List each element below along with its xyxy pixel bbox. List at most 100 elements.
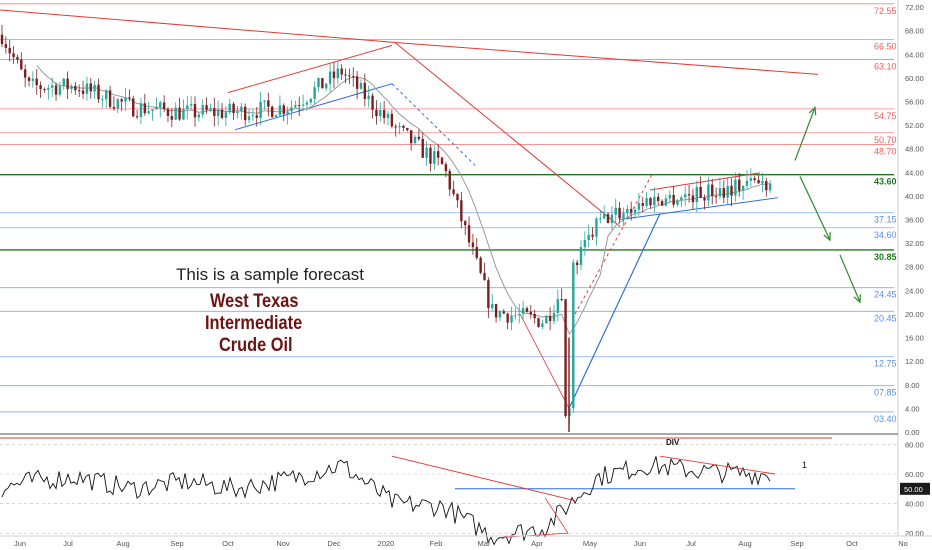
- candle-body: [452, 189, 455, 194]
- indicator-div-label: DIV: [666, 438, 680, 447]
- candle-body: [332, 71, 336, 79]
- candle-body: [35, 78, 38, 86]
- arrow-up-forecast-shaft: [794, 107, 816, 161]
- price-tick-label: 4.00: [905, 404, 920, 413]
- candle-body: [768, 183, 772, 191]
- candle-body: [498, 311, 502, 318]
- candle-body: [101, 99, 104, 101]
- candle-body: [765, 181, 768, 191]
- candle-body: [680, 197, 683, 201]
- crash-trendline: [394, 42, 621, 227]
- candle-body: [637, 203, 641, 210]
- candle-body: [487, 280, 490, 309]
- candle-body: [572, 262, 575, 409]
- level-label-12.75: 12.75: [874, 359, 897, 369]
- price-tick-label: 56.00: [905, 97, 924, 106]
- candle-body: [23, 69, 27, 78]
- level-label-07.85: 07.85: [874, 388, 897, 398]
- time-tick-label: No: [898, 539, 908, 548]
- time-tick-label: 2020: [378, 539, 395, 548]
- candle-body: [12, 53, 15, 58]
- candle-body: [730, 185, 733, 196]
- candle-body: [436, 151, 440, 158]
- instrument-name-line-2: Intermediate: [205, 313, 303, 334]
- candle-body: [336, 68, 340, 79]
- indicator-tick-label: 50.00: [904, 485, 923, 494]
- candle-body: [645, 198, 648, 206]
- candle-body: [309, 98, 312, 103]
- candle-body: [711, 184, 714, 197]
- candle-body: [58, 86, 62, 95]
- candle-body: [552, 312, 556, 321]
- wedge-upper-line: [649, 172, 761, 191]
- price-tick-label: 24.00: [905, 286, 924, 295]
- time-tick-label: Jun: [14, 539, 26, 548]
- candle-body: [610, 214, 614, 224]
- candle-body: [668, 194, 671, 199]
- candle-body: [525, 308, 529, 312]
- candle-body: [305, 102, 309, 105]
- candle-body: [16, 57, 19, 60]
- candle-body: [271, 106, 274, 117]
- arrow-down-forecast-1-head: [823, 232, 831, 242]
- candle-body: [583, 239, 587, 248]
- candle-body: [649, 198, 652, 206]
- candle-body: [259, 101, 262, 118]
- candle-body: [753, 178, 756, 181]
- sma-line: [36, 65, 771, 336]
- candle-body: [390, 113, 394, 127]
- candle-body: [514, 315, 517, 317]
- candle-body: [50, 85, 54, 88]
- candle-body: [533, 314, 536, 319]
- candle-body: [676, 200, 679, 205]
- time-tick-label: Aug: [116, 539, 129, 548]
- candle-body: [251, 115, 255, 117]
- candle-body: [116, 99, 119, 109]
- candle-body: [174, 107, 177, 120]
- candle-body: [660, 200, 664, 206]
- candle-body: [352, 76, 355, 78]
- time-tick-label: May: [583, 539, 597, 548]
- candle-body: [186, 105, 189, 109]
- time-tick-label: Apr: [531, 539, 543, 548]
- candle-body: [749, 178, 753, 181]
- price-tick-label: 48.00: [905, 145, 924, 154]
- candle-body: [105, 90, 108, 100]
- candle-body: [691, 195, 695, 203]
- candle-body: [560, 299, 563, 301]
- sample-forecast-note: This is a sample forecast: [176, 265, 365, 284]
- level-label-54.75: 54.75: [874, 111, 897, 121]
- price-tick-label: 44.00: [905, 168, 924, 177]
- candle-body: [479, 257, 482, 273]
- candle-body: [741, 185, 745, 191]
- candle-body: [745, 180, 749, 186]
- price-tick-label: 68.00: [905, 27, 924, 36]
- candle-body: [622, 213, 625, 219]
- candle-body: [132, 98, 135, 117]
- wedge-lower-line: [619, 197, 779, 221]
- candle-body: [556, 299, 560, 313]
- indicator-pane: DIV 1 20.00 40.00 50.00 60.00 80.00: [0, 437, 930, 546]
- candle-body: [591, 234, 594, 237]
- candle-body: [66, 78, 69, 90]
- candle-body: [738, 179, 741, 191]
- candle-body: [8, 47, 11, 54]
- candle-body: [548, 316, 552, 321]
- candle-body: [564, 299, 567, 417]
- candle-body: [166, 109, 170, 117]
- candle-body: [43, 88, 46, 90]
- price-tick-label: 20.00: [905, 310, 924, 319]
- time-tick-label: Oct: [222, 539, 235, 548]
- candle-body: [695, 187, 698, 203]
- candle-body: [189, 104, 193, 106]
- candle-body: [124, 97, 127, 102]
- candle-body: [112, 106, 116, 109]
- level-label-34.60: 34.60: [874, 230, 897, 240]
- candle-body: [518, 314, 521, 316]
- candle-body: [475, 247, 478, 258]
- candle-body: [491, 304, 494, 309]
- candle-body: [587, 234, 590, 240]
- candle-body: [182, 108, 185, 120]
- candle-body: [629, 208, 633, 213]
